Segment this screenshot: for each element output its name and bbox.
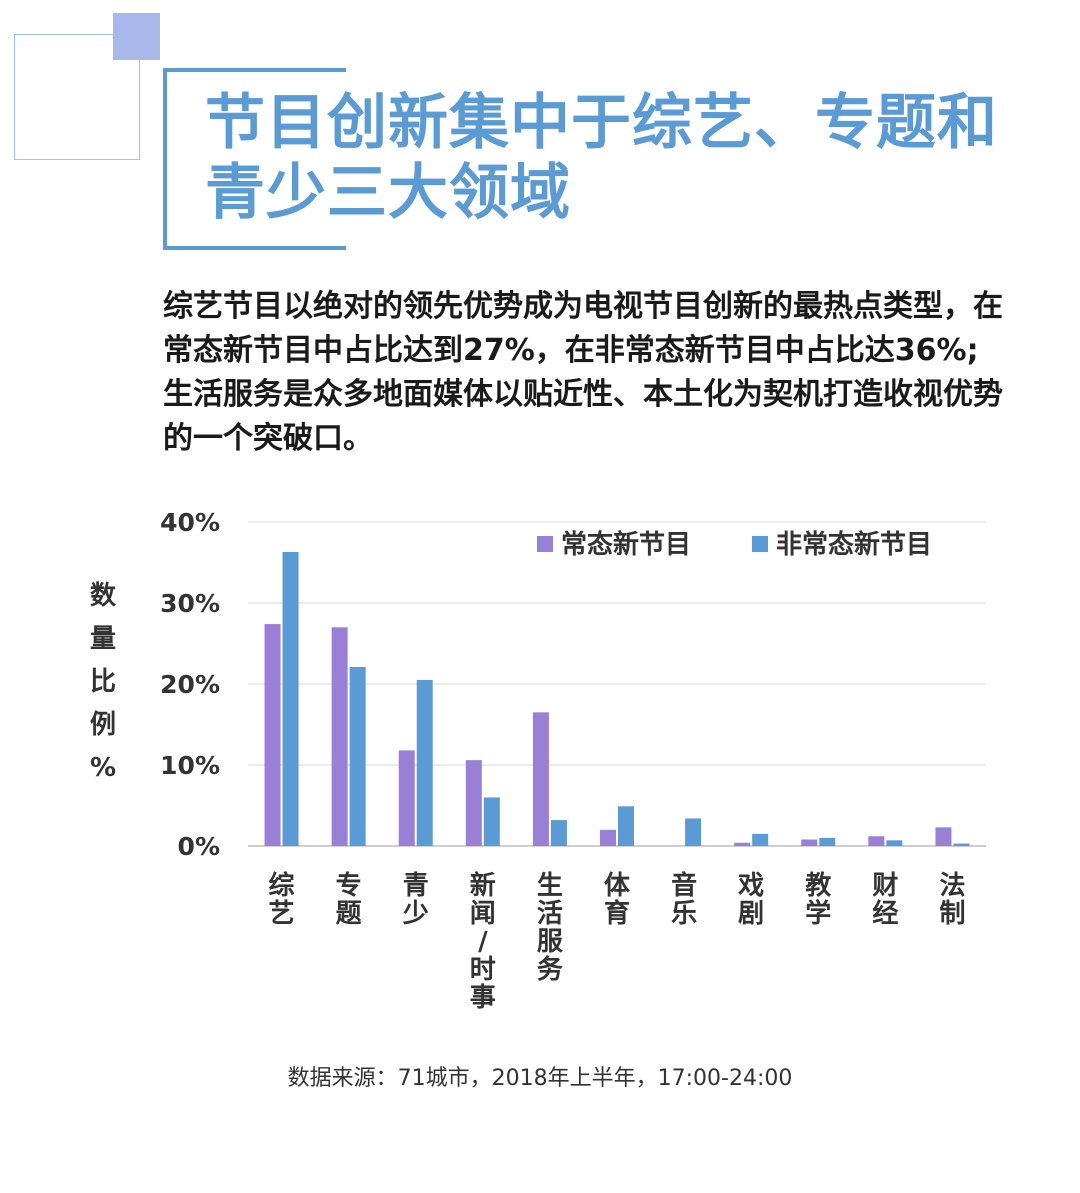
bar-regular (264, 624, 281, 846)
summary-text: 综艺节目以绝对的领先优势成为电视节目创新的最热点类型，在常态新节目中占比达到27… (163, 289, 1003, 456)
title-bracket-frame (163, 68, 346, 250)
bar-irregular (886, 840, 903, 846)
x-tick-label: 戏剧 (737, 871, 764, 929)
y-tick-label: 0% (178, 832, 220, 861)
y-tick-label: 30% (160, 589, 220, 618)
bar-irregular (282, 551, 299, 846)
bar-regular (868, 836, 885, 846)
y-tick-label: 40% (160, 508, 220, 537)
page-title: 节目创新集中于综艺、专题和青少三大领域 (205, 88, 998, 228)
x-tick-label: 音乐 (671, 870, 697, 929)
legend-label: 非常态新节目 (776, 529, 932, 560)
x-tick-label: 体育 (604, 871, 631, 929)
bar-irregular (416, 679, 433, 846)
bar-irregular (953, 843, 970, 846)
bar-regular (465, 760, 482, 846)
source-note: 数据来源：71城市，2018年上半年，17:00-24:00 (287, 1066, 793, 1091)
legend-swatch (537, 536, 553, 552)
legend-label: 常态新节目 (561, 529, 691, 560)
x-tick-label: 法制 (939, 871, 965, 929)
x-tick-label: 新闻/时事 (470, 870, 496, 1013)
bar-irregular (483, 797, 500, 846)
bar-irregular (819, 837, 836, 846)
y-tick-label: 20% (160, 670, 220, 699)
bar-regular (532, 712, 549, 846)
bar-irregular (550, 820, 567, 846)
decorative-outline-square (14, 34, 140, 160)
x-tick-label: 生活服务 (537, 871, 564, 985)
bar-irregular (349, 666, 366, 846)
bar-irregular (752, 833, 769, 846)
bar-regular (801, 839, 818, 846)
bar-regular (331, 627, 348, 846)
y-axis-label: 数量比例% (90, 581, 117, 783)
x-tick-label: 教学 (805, 871, 831, 929)
y-tick-label: 10% (160, 751, 220, 780)
bar-irregular (685, 818, 702, 846)
x-tick-label: 综艺 (269, 870, 295, 929)
bar-regular (398, 750, 415, 846)
bar-regular (600, 829, 616, 846)
bar-regular (935, 827, 952, 846)
decorative-filled-square (113, 13, 160, 60)
x-tick-label: 专题 (336, 871, 362, 929)
x-tick-label: 财经 (872, 871, 898, 929)
bar-irregular (618, 806, 634, 846)
bar-regular (734, 842, 751, 846)
x-tick-label: 青少 (402, 871, 429, 929)
legend-swatch (752, 536, 768, 552)
